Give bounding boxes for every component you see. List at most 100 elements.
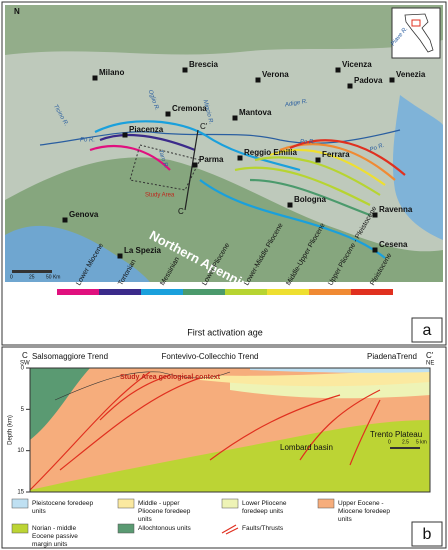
ligurian-sea <box>5 225 150 282</box>
alps <box>5 5 443 55</box>
city-marker <box>372 212 378 218</box>
city-marker <box>192 162 198 168</box>
depth-tick-label: 15 <box>17 490 24 496</box>
legend-swatch <box>351 289 393 295</box>
unit-label: Pleistocene foredeep units <box>32 500 93 515</box>
city-marker <box>315 157 321 163</box>
city-label: Mantova <box>239 108 272 117</box>
city-marker <box>347 83 353 89</box>
panel-label-box <box>411 521 443 547</box>
unit-swatch <box>117 523 135 534</box>
unit-label: Norian - middle Eocene passive margin unit… <box>32 525 78 548</box>
legend-title: First activation age <box>187 327 263 337</box>
scale-label: 5 km <box>416 439 427 445</box>
faults <box>29 371 381 491</box>
allochtonous-units <box>30 368 90 440</box>
city-label: Venezia <box>396 70 426 79</box>
unit-swatch <box>11 523 29 534</box>
trend-label: PiadenaTrend <box>367 352 417 361</box>
city-label: Vicenza <box>342 60 372 69</box>
city-marker <box>62 217 68 223</box>
legend-swatch <box>225 289 267 295</box>
depth-tick-label: 5 <box>21 407 25 413</box>
legend-swatch <box>141 289 183 295</box>
city-marker <box>232 115 238 121</box>
section-label: Lombard basin <box>280 443 333 452</box>
city-label: Verona <box>262 70 289 79</box>
unit-label: Upper Eocene -Miocene foredeep units <box>338 500 390 523</box>
panel-label: b <box>423 526 432 543</box>
section-start-dir: SW <box>20 361 30 367</box>
scale-label: 0 <box>388 439 391 445</box>
section-frame <box>29 367 431 493</box>
study-label: Study Area geological context <box>120 374 221 381</box>
city-label: Cremona <box>172 104 207 113</box>
city-marker <box>237 155 243 161</box>
city-label: Bologna <box>294 195 327 204</box>
study-area-label: Study Area <box>145 193 175 199</box>
cross-section <box>29 367 431 493</box>
city-marker <box>165 111 171 117</box>
river-label: Po R. <box>80 138 95 144</box>
trend-label: Fontevivo-Collecchio Trend <box>162 352 259 361</box>
scale-label: 50 Km <box>46 274 60 280</box>
unit-label: Middle - upper Pliocene foredeep units <box>138 500 191 523</box>
study-area-box <box>129 144 201 191</box>
unit-swatch <box>11 498 29 509</box>
thrusts <box>89 120 406 259</box>
depth-tick-label: 10 <box>17 448 24 454</box>
city-label: Genova <box>69 210 99 219</box>
city-label: La Spezia <box>124 246 161 255</box>
surface <box>54 371 231 401</box>
city-label: Ravenna <box>379 205 413 214</box>
legend-swatch <box>99 289 141 295</box>
river-label: Po R. <box>369 143 385 154</box>
section-label: Trento Plateau <box>370 430 422 439</box>
middle-upper-pliocene <box>200 370 430 387</box>
section-end: C' <box>426 351 434 360</box>
city-marker <box>117 253 123 259</box>
unit-swatch <box>221 498 239 509</box>
section-start: C <box>22 351 28 360</box>
axis-label: Depth (km) <box>8 415 14 445</box>
section-start-label: C <box>178 207 184 216</box>
city-label: Ferrara <box>322 150 350 159</box>
apennine <box>5 157 443 282</box>
city-label: Piacenza <box>129 125 164 134</box>
legend-swatch <box>183 289 225 295</box>
pleistocene <box>250 368 430 373</box>
city-marker <box>255 77 261 83</box>
section-trace <box>184 129 199 211</box>
legend-swatch <box>57 289 99 295</box>
trend-label: Salsomaggiore Trend <box>32 352 108 361</box>
city-marker <box>182 67 188 73</box>
city-marker <box>122 132 128 138</box>
city-label: Padova <box>354 76 383 85</box>
unit-label: Faults/Thrusts <box>242 525 284 532</box>
scale-bar <box>12 270 52 273</box>
city-marker <box>287 202 293 208</box>
city-marker <box>92 75 98 81</box>
scale-label: 0 <box>10 274 13 280</box>
city-marker <box>372 247 378 253</box>
city-label: Brescia <box>189 60 218 69</box>
north-arrow: N <box>14 7 20 16</box>
unit-swatch <box>117 498 135 509</box>
unit-label: Lower Pliocene foredeep units <box>242 500 287 515</box>
city-label: Parma <box>199 155 224 164</box>
inset-map <box>391 7 441 59</box>
legend-swatch <box>267 289 309 295</box>
river-label: Adige R. <box>284 99 309 109</box>
city-marker <box>335 67 341 73</box>
panel-label: a <box>423 322 432 339</box>
section-end-dir: NE <box>426 361 434 367</box>
panel-label-box <box>411 317 443 343</box>
unit-label: Allochtonous units <box>138 525 192 532</box>
inset-extent <box>411 19 421 27</box>
depth-tick-label: 0 <box>21 366 25 372</box>
scale-label: 25 <box>29 274 35 280</box>
city-marker <box>389 77 395 83</box>
italy-outline <box>404 13 434 53</box>
scale-label: 2.5 <box>402 439 409 445</box>
